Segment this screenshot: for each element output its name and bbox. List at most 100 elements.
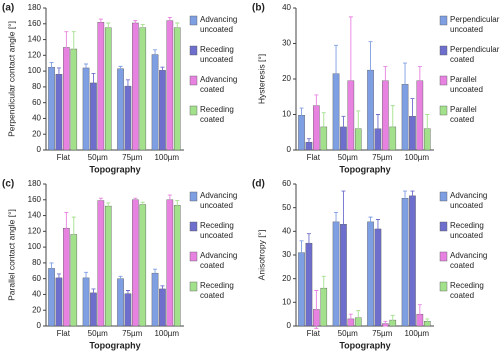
error-bar: [167, 17, 172, 25]
error-bar: [425, 114, 430, 144]
error-bar: [368, 41, 373, 99]
bar: [104, 205, 112, 327]
legend-label: Receding uncoated: [450, 221, 484, 240]
error-bar: [314, 94, 319, 117]
error-bar: [64, 211, 69, 245]
bar: [132, 22, 139, 151]
error-bar: [118, 275, 123, 282]
y-tick-label: 160: [28, 19, 42, 28]
legend-entry: Advancing uncoated: [200, 191, 238, 210]
bar: [48, 268, 55, 327]
error-bar: [125, 79, 130, 93]
legend-label: Advancing uncoated: [200, 191, 238, 210]
x-tick-label: 50µm: [88, 329, 109, 338]
error-bar: [106, 202, 111, 210]
legend-swatch: [439, 75, 448, 86]
error-bar: [140, 201, 145, 208]
error-bar: [403, 62, 408, 107]
y-tick-label: 20: [282, 74, 291, 83]
error-bar: [98, 197, 103, 204]
error-bar: [133, 20, 138, 26]
error-bar: [118, 65, 123, 72]
error-bar: [383, 66, 388, 96]
error-bar: [417, 304, 422, 325]
legend-entry: Receding coated: [200, 105, 234, 124]
y-axis-label: Anisotropy [°]: [256, 230, 266, 281]
error-bar: [341, 115, 346, 139]
bar: [82, 277, 90, 327]
error-bar: [403, 190, 408, 206]
panel-label: (c): [2, 179, 14, 190]
y-tick-label: 60: [32, 98, 41, 107]
legend-swatch: [439, 15, 448, 26]
error-bar: [348, 313, 353, 325]
panel-label: (d): [252, 179, 265, 190]
error-bar: [153, 49, 158, 60]
legend-entry: Advancing coated: [450, 251, 487, 270]
error-bar: [334, 44, 339, 103]
bar: [55, 277, 63, 327]
legend-swatch: [189, 75, 198, 86]
y-tick-label: 40: [282, 3, 291, 12]
y-tick-label: 160: [28, 195, 42, 204]
error-bar: [383, 320, 388, 327]
y-tick-label: 10: [282, 297, 291, 306]
legend-swatch: [439, 221, 448, 232]
x-tick-label: Flat: [307, 153, 321, 162]
error-bar: [56, 67, 61, 82]
y-tick-label: 100: [28, 242, 42, 251]
legend-label: Receding coated: [200, 281, 234, 300]
x-tick-label: 75µm: [372, 153, 393, 162]
legend-entry: Parallel coated: [450, 105, 477, 124]
legend-swatch: [189, 191, 198, 202]
error-bar: [133, 197, 138, 202]
x-tick-label: 50µm: [338, 329, 359, 338]
error-bar: [175, 22, 180, 33]
legend-label: Receding uncoated: [200, 45, 234, 64]
x-tick-label: Flat: [57, 329, 71, 338]
bar: [117, 278, 124, 327]
y-axis-label: Perpendicular contact angle [°]: [6, 21, 16, 137]
error-bar: [348, 16, 353, 146]
panel-label: (b): [252, 3, 265, 14]
panel-label: (a): [2, 3, 14, 14]
y-tick-label: 40: [282, 226, 291, 235]
error-bar: [84, 271, 89, 284]
error-bar: [410, 98, 415, 135]
legend-swatch: [189, 281, 198, 292]
bar: [332, 221, 340, 327]
bar: [166, 20, 174, 151]
x-tick-label: 100µm: [404, 153, 429, 162]
error-bar: [390, 314, 395, 326]
bar: [132, 199, 139, 327]
x-axis-label: Topography: [339, 164, 390, 174]
error-bar: [160, 285, 165, 293]
x-tick-label: 75µm: [372, 329, 393, 338]
bar: [139, 204, 147, 327]
bar: [159, 70, 166, 151]
error-bar: [334, 211, 339, 232]
error-bar: [160, 66, 165, 74]
legend-entry: Receding coated: [200, 281, 234, 300]
error-bar: [167, 194, 172, 205]
bar: [97, 200, 105, 327]
x-axis-label: Topography: [89, 340, 140, 350]
y-tick-label: 60: [282, 179, 291, 188]
error-bar: [321, 275, 326, 301]
bar: [139, 27, 147, 151]
y-tick-label: 0: [37, 145, 42, 154]
x-tick-label: 50µm: [88, 153, 109, 162]
error-bar: [106, 22, 111, 33]
error-bar: [425, 318, 430, 325]
error-bar: [84, 63, 89, 73]
error-bar: [356, 310, 361, 326]
x-tick-label: Flat: [307, 329, 321, 338]
bar: [90, 82, 97, 151]
bar: [82, 67, 90, 151]
error-bar: [98, 18, 103, 26]
error-bar: [125, 290, 130, 298]
error-bar: [321, 112, 326, 142]
y-tick-label: 180: [28, 3, 42, 12]
x-axis-label: Topography: [89, 164, 140, 174]
legend-entry: Receding coated: [450, 281, 484, 300]
